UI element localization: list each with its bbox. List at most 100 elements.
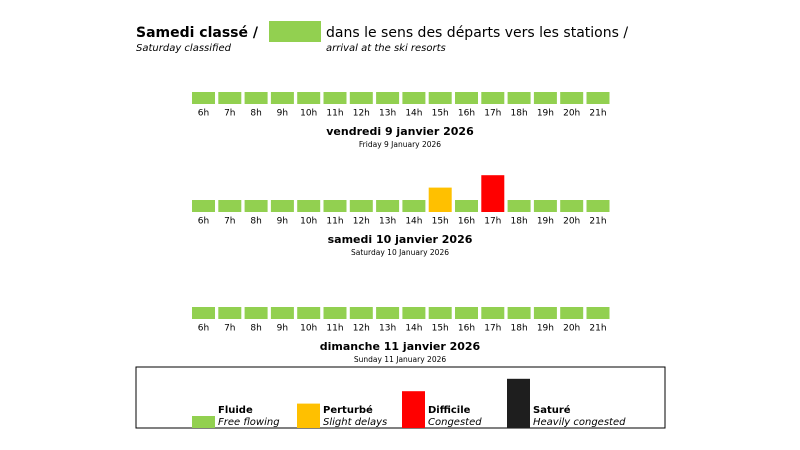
hour-cell [244, 200, 268, 212]
legend-label: Saturé [533, 404, 571, 416]
hour-label: 9h [277, 109, 288, 119]
hour-label: 18h [511, 109, 528, 119]
hour-cell [349, 200, 373, 212]
day-title: vendredi 9 janvier 2026 [326, 125, 474, 138]
hour-cell [402, 200, 426, 212]
hour-label: 13h [379, 324, 396, 334]
hour-cell [481, 175, 505, 212]
header-subtitle: Saturday classified [136, 43, 232, 54]
hour-label: 9h [277, 324, 288, 334]
hour-cell [323, 200, 347, 212]
hour-label: 20h [563, 217, 580, 227]
hour-label: 8h [250, 109, 261, 119]
hour-cell [455, 92, 478, 104]
hour-label: 17h [484, 109, 501, 119]
legend-label: Fluide [218, 405, 253, 416]
header-swatch [269, 21, 321, 42]
hour-label: 15h [432, 109, 449, 119]
hour-cell [323, 92, 347, 104]
hour-cell [270, 92, 294, 104]
hour-label: 6h [198, 217, 209, 227]
hour-label: 14h [405, 217, 422, 227]
legend-label: Perturbé [323, 404, 373, 416]
hour-cell [323, 307, 347, 319]
hour-label: 14h [405, 324, 422, 334]
hour-cell [270, 200, 294, 212]
hour-cell [560, 307, 584, 319]
hour-label: 18h [511, 217, 528, 227]
legend-box [135, 366, 666, 429]
hour-cell [428, 307, 452, 319]
hour-label: 10h [300, 324, 317, 334]
hour-label: 13h [379, 109, 396, 119]
hour-label: 10h [300, 217, 317, 227]
hour-cell [297, 92, 321, 104]
hour-label: 16h [458, 217, 475, 227]
hour-label: 12h [353, 324, 370, 334]
hour-label: 14h [405, 109, 422, 119]
hour-cell [586, 307, 610, 319]
hour-label: 12h [353, 109, 370, 119]
hour-cell [428, 187, 452, 212]
hour-label: 19h [537, 217, 554, 227]
hour-cell [402, 307, 426, 319]
hour-cell [376, 200, 400, 212]
hour-cell [507, 200, 531, 212]
hour-cell [428, 92, 452, 104]
hour-cell [192, 92, 215, 104]
hour-label: 15h [432, 324, 449, 334]
hour-label: 7h [224, 217, 235, 227]
hour-label: 21h [589, 324, 606, 334]
hour-label: 7h [224, 324, 235, 334]
legend-sublabel: Congested [428, 417, 482, 428]
hour-label: 21h [589, 109, 606, 119]
hour-cell [507, 307, 531, 319]
hour-cell [192, 307, 215, 319]
day-title: dimanche 11 janvier 2026 [320, 340, 481, 353]
legend-swatch [192, 416, 215, 428]
hour-label: 13h [379, 217, 396, 227]
hour-cell [244, 307, 268, 319]
hour-cell [481, 92, 505, 104]
hour-cell [455, 200, 478, 212]
hour-cell [192, 200, 215, 212]
hour-label: 19h [537, 324, 554, 334]
hour-label: 11h [326, 324, 343, 334]
hour-cell [402, 92, 426, 104]
hour-cell [376, 92, 400, 104]
hour-label: 10h [300, 109, 317, 119]
hour-label: 8h [250, 324, 261, 334]
hour-cell [507, 92, 531, 104]
hour-label: 12h [353, 217, 370, 227]
hour-label: 16h [458, 324, 475, 334]
hour-label: 8h [250, 217, 261, 227]
hour-label: 20h [563, 109, 580, 119]
hour-cell [218, 307, 242, 319]
hour-label: 11h [326, 217, 343, 227]
hour-cell [297, 200, 321, 212]
hour-cell [376, 307, 400, 319]
hour-cell [560, 92, 584, 104]
legend-sublabel: Free flowing [218, 417, 280, 428]
hour-cell [244, 92, 268, 104]
hour-cell [533, 92, 557, 104]
day-subtitle: Sunday 11 January 2026 [354, 355, 447, 364]
hour-label: 6h [198, 109, 209, 119]
hour-cell [560, 200, 584, 212]
hour-label: 16h [458, 109, 475, 119]
hour-label: 20h [563, 324, 580, 334]
hour-label: 21h [589, 217, 606, 227]
hour-cell [586, 92, 610, 104]
legend-sublabel: Heavily congested [533, 417, 626, 428]
hour-cell [349, 92, 373, 104]
legend-swatch [402, 391, 425, 428]
hour-cell [349, 307, 373, 319]
hour-cell [533, 307, 557, 319]
legend-sublabel: Slight delays [323, 417, 387, 428]
hour-label: 6h [198, 324, 209, 334]
hour-label: 15h [432, 217, 449, 227]
hour-label: 17h [484, 217, 501, 227]
hour-cell [218, 92, 242, 104]
day-title: samedi 10 janvier 2026 [328, 233, 473, 246]
hour-cell [455, 307, 478, 319]
